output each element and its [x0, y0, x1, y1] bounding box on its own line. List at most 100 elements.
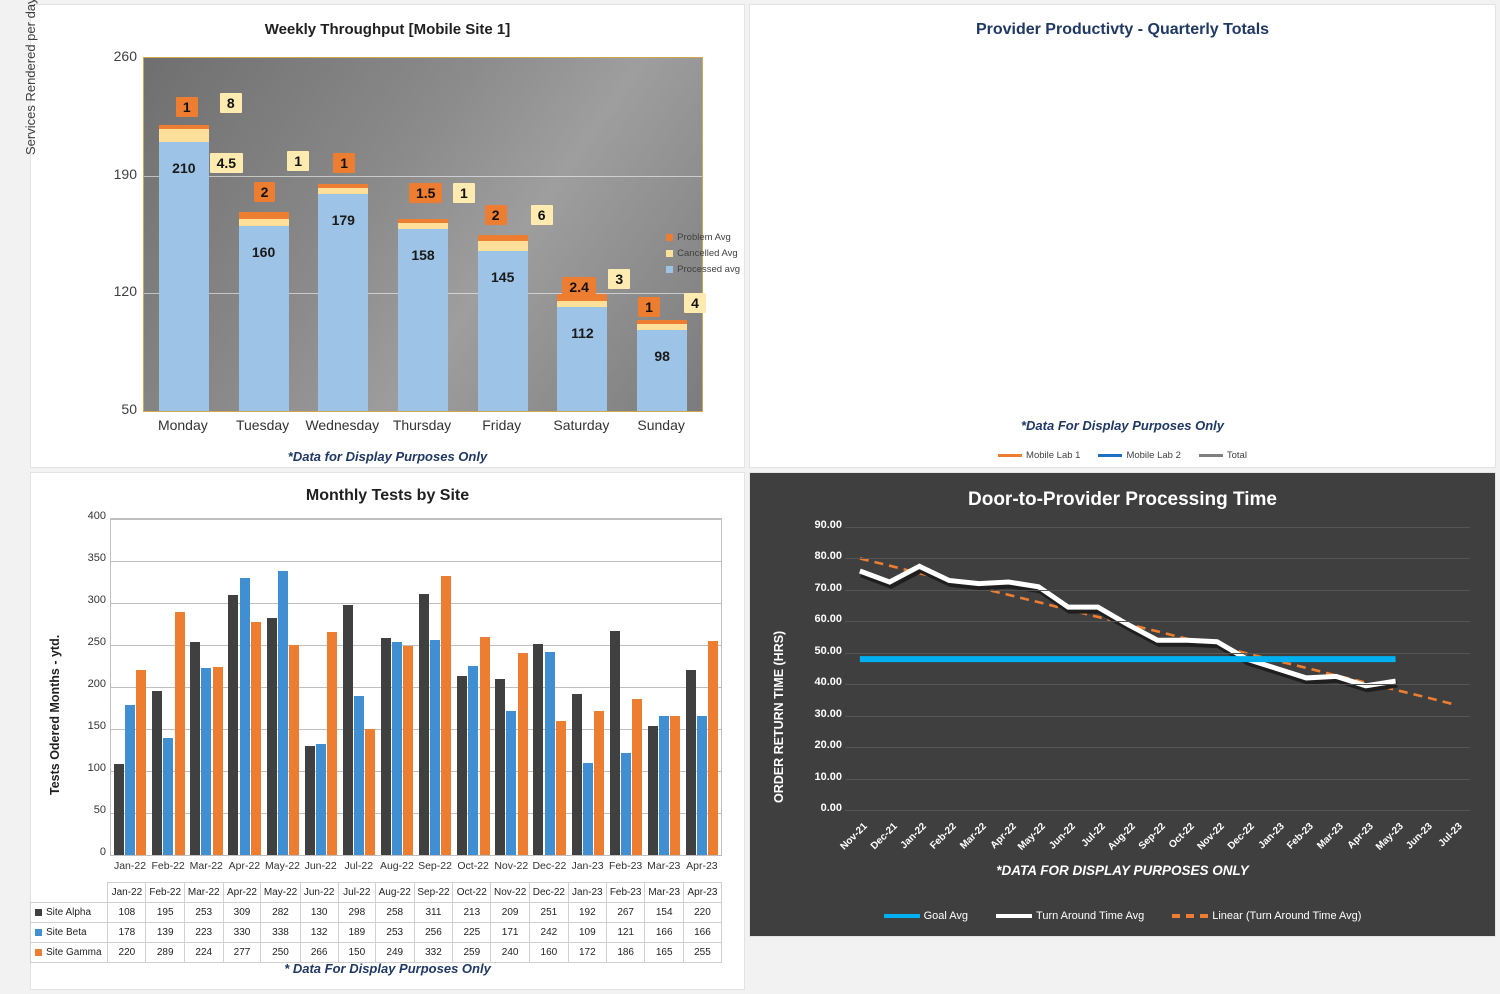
monthly-bar[interactable]	[228, 595, 239, 855]
monthly-bar[interactable]	[441, 576, 452, 855]
weekly-cancelled-callout[interactable]: 1	[287, 151, 310, 171]
monthly-bar[interactable]	[506, 711, 517, 855]
monthly-bar[interactable]	[685, 670, 696, 855]
monthly-bar[interactable]	[365, 729, 376, 855]
door-gridline	[845, 810, 1470, 811]
monthly-bar[interactable]	[647, 725, 658, 855]
monthly-table-cell: 171	[490, 922, 531, 943]
weekly-problem-callout[interactable]: 1.5	[409, 183, 443, 203]
provider-productivity-title: Provider Productivty - Quarterly Totals	[975, 21, 1270, 38]
monthly-bar[interactable]	[114, 764, 124, 855]
provider-legend-item[interactable]: Total	[1198, 450, 1247, 461]
monthly-bar[interactable]	[658, 715, 669, 855]
monthly-bar[interactable]	[533, 644, 544, 855]
weekly-legend-item[interactable]: Problem Avg	[666, 230, 740, 246]
monthly-bar[interactable]	[419, 593, 429, 855]
door-to-provider-panel: Door-to-Provider Processing Time ORDER R…	[749, 472, 1496, 937]
provider-legend-item[interactable]: Mobile Lab 1	[998, 450, 1080, 461]
monthly-gridline	[111, 645, 721, 646]
door-legend[interactable]: Goal Avg Turn Around Time Avg Linear (Turn…	[750, 910, 1495, 922]
monthly-bar[interactable]	[468, 666, 479, 855]
monthly-table-cell: 309	[222, 902, 262, 923]
monthly-bar[interactable]	[304, 745, 315, 855]
provider-legend[interactable]: Mobile Lab 1 Mobile Lab 2 Total	[750, 450, 1495, 461]
monthly-bar[interactable]	[708, 640, 719, 855]
monthly-bar[interactable]	[609, 630, 620, 855]
monthly-table-cell: 166	[644, 922, 684, 943]
weekly-cancelled-callout[interactable]: 3	[608, 269, 631, 289]
provider-legend-swatch	[1098, 453, 1123, 457]
monthly-table-cell: 253	[374, 922, 415, 943]
monthly-gridline	[111, 603, 721, 604]
weekly-problem-callout[interactable]: 2.4	[562, 277, 596, 297]
door-y-tick: 60.00	[814, 613, 842, 626]
monthly-table-col-header: Oct-22	[452, 882, 492, 903]
monthly-gridline	[111, 813, 721, 814]
monthly-bar[interactable]	[555, 720, 566, 855]
monthly-bar[interactable]	[670, 716, 681, 855]
weekly-cancelled-callout[interactable]: 4.5	[209, 153, 244, 173]
monthly-bar[interactable]	[174, 612, 185, 855]
monthly-table-cell: 139	[145, 922, 185, 943]
weekly-y-tick: 50	[121, 401, 137, 417]
monthly-bar[interactable]	[239, 577, 250, 855]
monthly-table-cell: 130	[299, 902, 339, 923]
door-legend-item[interactable]: Linear (Turn Around Time Avg)	[1172, 910, 1361, 922]
monthly-bar[interactable]	[495, 679, 506, 855]
monthly-table-cell: 242	[529, 922, 569, 943]
monthly-bar[interactable]	[632, 698, 643, 855]
weekly-legend[interactable]: Problem Avg Cancelled Avg Processed avg	[666, 230, 740, 278]
weekly-cancelled-callout[interactable]: 6	[530, 205, 553, 225]
weekly-legend-item[interactable]: Processed avg	[666, 262, 740, 278]
weekly-y-axis-title: Services Rendered per day	[23, 0, 38, 155]
monthly-bar[interactable]	[327, 631, 338, 855]
provider-legend-item[interactable]: Mobile Lab 2	[1098, 450, 1181, 461]
monthly-x-label: Feb-23	[608, 860, 643, 872]
monthly-bar[interactable]	[403, 645, 414, 855]
weekly-cancelled-callout[interactable]: 8	[219, 93, 242, 113]
monthly-bar[interactable]	[544, 651, 555, 855]
weekly-problem-callout[interactable]: 1	[638, 297, 660, 317]
door-legend-item[interactable]: Goal Avg	[883, 910, 968, 922]
monthly-bar[interactable]	[163, 738, 174, 855]
monthly-bar[interactable]	[190, 642, 201, 855]
monthly-bar[interactable]	[288, 645, 299, 855]
provider-legend-label: Mobile Lab 2	[1126, 450, 1181, 461]
monthly-bar[interactable]	[266, 618, 277, 855]
weekly-cancelled-callout[interactable]: 4	[684, 293, 706, 313]
weekly-problem-callout[interactable]: 1	[175, 97, 198, 117]
monthly-bar[interactable]	[430, 639, 441, 855]
monthly-bar[interactable]	[353, 696, 364, 855]
monthly-bar[interactable]	[212, 666, 223, 855]
weekly-problem-callout[interactable]: 1	[333, 153, 356, 173]
monthly-bar[interactable]	[593, 710, 604, 855]
monthly-bar[interactable]	[201, 667, 212, 855]
monthly-bar[interactable]	[315, 744, 326, 855]
monthly-bar[interactable]	[517, 653, 528, 855]
monthly-bar[interactable]	[392, 642, 403, 855]
weekly-problem-callout[interactable]: 2	[484, 205, 507, 225]
weekly-legend-item[interactable]: Cancelled Avg	[666, 246, 740, 262]
monthly-bar[interactable]	[380, 638, 391, 855]
door-y-tick: 20.00	[814, 739, 842, 752]
monthly-bar[interactable]	[250, 622, 261, 855]
monthly-bar[interactable]	[571, 693, 582, 855]
monthly-bar[interactable]	[697, 715, 708, 855]
door-legend-item[interactable]: Turn Around Time Avg	[996, 910, 1144, 922]
weekly-cancelled-callout[interactable]: 1	[453, 183, 475, 203]
monthly-bar[interactable]	[620, 753, 631, 855]
monthly-bar[interactable]	[342, 604, 353, 855]
monthly-bar[interactable]	[125, 705, 136, 855]
monthly-x-label: May-22	[264, 860, 300, 872]
weekly-problem-callout[interactable]: 2	[253, 182, 276, 202]
weekly-bar-cancelled	[158, 128, 209, 143]
monthly-table-cell: 224	[183, 942, 224, 963]
monthly-bar[interactable]	[479, 637, 490, 855]
monthly-bar[interactable]	[457, 676, 468, 855]
monthly-bar[interactable]	[136, 670, 147, 855]
monthly-bar[interactable]	[152, 691, 163, 855]
weekly-x-label: Monday	[157, 417, 208, 433]
monthly-bar[interactable]	[277, 571, 288, 855]
monthly-bar[interactable]	[582, 763, 593, 855]
